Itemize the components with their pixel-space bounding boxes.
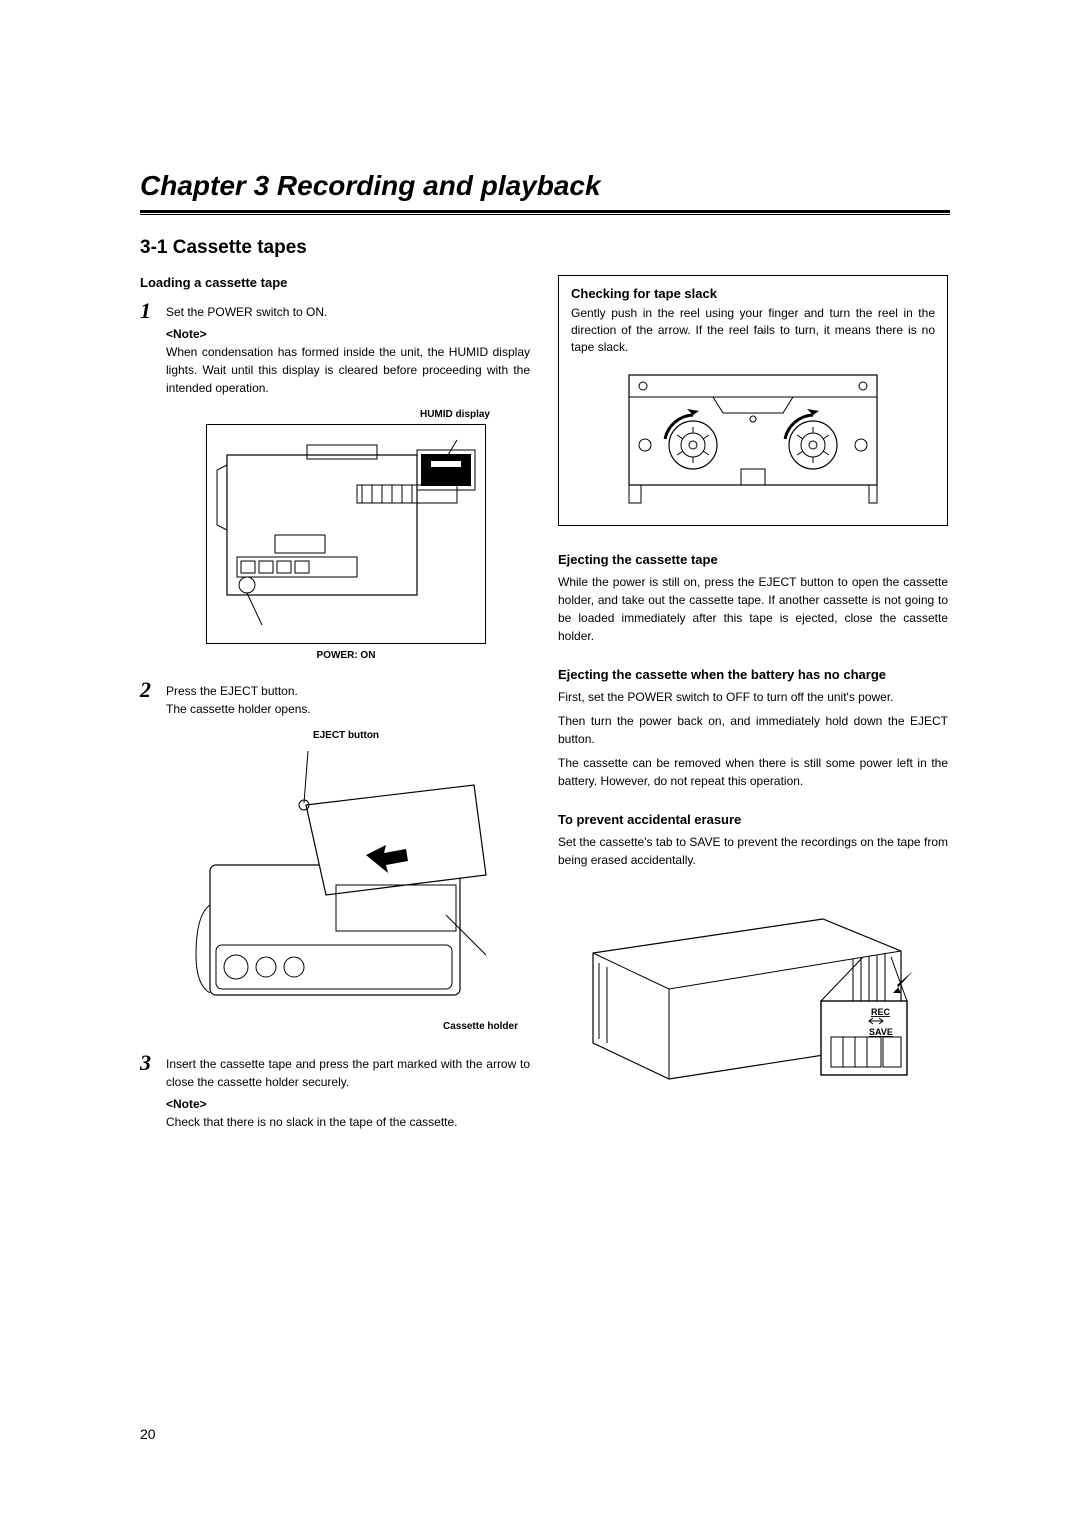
page-number: 20 [140, 1426, 156, 1442]
step-text: Press the EJECT button. [166, 682, 530, 700]
power-on-label: POWER: ON [162, 650, 530, 661]
figure-humid: HUMID display [162, 409, 530, 661]
step-number: 1 [140, 300, 156, 322]
title-divider [140, 210, 950, 215]
right-column: Checking for tape slack Gently push in t… [558, 275, 948, 1135]
step-text: Set the POWER switch to ON. [166, 303, 530, 321]
ejecting-battery-p3: The cassette can be removed when there i… [558, 754, 948, 790]
save-tab-diagram: REC SAVE [583, 893, 923, 1093]
section-title: 3-1 Cassette tapes [140, 237, 950, 259]
ejecting-battery-p2: Then turn the power back on, and immedia… [558, 712, 948, 748]
step-text-2: The cassette holder opens. [166, 700, 530, 718]
cassette-reel-diagram [623, 369, 883, 509]
step-1: 1 Set the POWER switch to ON. <Note> Whe… [140, 300, 530, 397]
note-text: When condensation has formed inside the … [166, 343, 530, 397]
ejecting-text: While the power is still on, press the E… [558, 573, 948, 645]
slack-text: Gently push in the reel using your finge… [571, 305, 935, 355]
camera-illustration-1 [206, 424, 486, 644]
ejecting-battery-heading: Ejecting the cassette when the battery h… [558, 667, 948, 682]
save-label: SAVE [869, 1027, 893, 1037]
content-columns: Loading a cassette tape 1 Set the POWER … [140, 275, 950, 1135]
step-body: Insert the cassette tape and press the p… [166, 1052, 530, 1131]
step-body: Press the EJECT button. The cassette hol… [166, 679, 530, 718]
left-column: Loading a cassette tape 1 Set the POWER … [140, 275, 530, 1135]
figure-eject: EJECT button [162, 730, 530, 1032]
prevent-erasure-heading: To prevent accidental erasure [558, 812, 948, 827]
step-3: 3 Insert the cassette tape and press the… [140, 1052, 530, 1131]
tape-slack-box: Checking for tape slack Gently push in t… [558, 275, 948, 526]
step-text: Insert the cassette tape and press the p… [166, 1055, 530, 1091]
rec-label: REC [871, 1007, 891, 1017]
camera-illustration-2 [186, 745, 506, 1045]
step-body: Set the POWER switch to ON. <Note> When … [166, 300, 530, 397]
note-label: <Note> [166, 1095, 530, 1113]
note-label: <Note> [166, 325, 530, 343]
step-2: 2 Press the EJECT button. The cassette h… [140, 679, 530, 718]
eject-button-label: EJECT button [162, 730, 530, 741]
note-text: Check that there is no slack in the tape… [166, 1113, 530, 1131]
prevent-erasure-text: Set the cassette's tab to SAVE to preven… [558, 833, 948, 869]
step-number: 3 [140, 1052, 156, 1074]
ejecting-battery-p1: First, set the POWER switch to OFF to tu… [558, 688, 948, 706]
humid-display-label: HUMID display [162, 409, 530, 420]
ejecting-heading: Ejecting the cassette tape [558, 552, 948, 567]
slack-heading: Checking for tape slack [571, 286, 935, 301]
chapter-title: Chapter 3 Recording and playback [140, 170, 950, 202]
step-number: 2 [140, 679, 156, 701]
loading-heading: Loading a cassette tape [140, 275, 530, 290]
